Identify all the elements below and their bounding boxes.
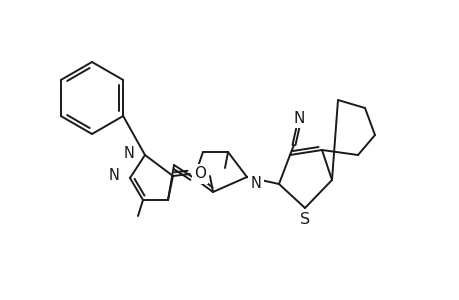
Text: O: O <box>194 167 206 182</box>
Text: N: N <box>293 110 304 125</box>
Text: N: N <box>250 176 261 191</box>
Text: N: N <box>124 146 134 160</box>
Text: S: S <box>299 212 309 226</box>
Text: N: N <box>109 169 120 184</box>
